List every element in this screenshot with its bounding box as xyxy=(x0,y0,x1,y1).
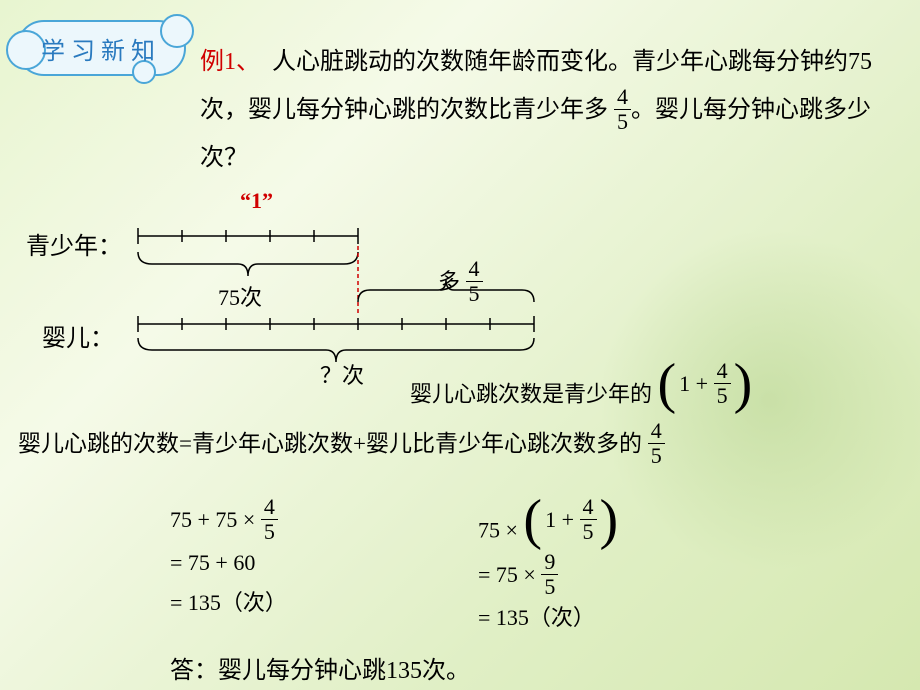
teen-label: 青少年： xyxy=(26,226,122,261)
teen-value-label: 75次 xyxy=(218,280,262,312)
duo-fraction: 45 xyxy=(466,258,483,305)
extra-fraction-label: 多 45 xyxy=(438,258,483,305)
duo-text: 多 xyxy=(438,269,460,294)
calc-left-line1: 75 + 75 × 45 xyxy=(170,496,287,543)
problem-statement: 例1、 人心脏跳动的次数随年龄而变化。青少年心跳每分钟约75次，婴儿每分钟心跳的… xyxy=(200,38,900,182)
unit-one-label: “1” xyxy=(240,188,273,214)
calc-left-line2: = 75 + 60 xyxy=(170,543,287,583)
fraction-4-5: 45 xyxy=(614,86,631,133)
example-label: 例1、 xyxy=(200,49,248,75)
relation-paren: ( 1 + 45 ) xyxy=(658,360,753,407)
calculation-left: 75 + 75 × 45 = 75 + 60 = 135（次） xyxy=(170,496,287,623)
baby-label: 婴儿： xyxy=(42,318,114,353)
equation-text: 婴儿心跳的次数=青少年心跳次数+婴儿比青少年心跳次数多的 xyxy=(18,431,648,456)
calc-right-line2: = 75 × 95 xyxy=(478,551,618,598)
diagram-svg xyxy=(130,212,570,382)
relation-prefix: 婴儿心跳次数是青少年的 xyxy=(410,382,652,407)
equation-fraction: 45 xyxy=(648,420,665,467)
calculation-right: 75 × ( 1 + 45 ) = 75 × 95 = 135（次） xyxy=(478,496,618,638)
equation-sentence: 婴儿心跳的次数=青少年心跳次数+婴儿比青少年心跳次数多的 45 xyxy=(18,420,665,467)
unknown-label: ？次 xyxy=(320,358,364,390)
calc-right-line3: = 135（次） xyxy=(478,598,618,638)
relation-expression: 婴儿心跳次数是青少年的 ( 1 + 45 ) xyxy=(410,360,752,409)
calc-left-line3: = 135（次） xyxy=(170,583,287,623)
calc-right-line1: 75 × ( 1 + 45 ) xyxy=(478,496,618,551)
section-badge-text: 学习新知 xyxy=(41,31,161,66)
final-answer: 答：婴儿每分钟心跳135次。 xyxy=(170,650,470,685)
bar-diagram xyxy=(130,212,570,382)
